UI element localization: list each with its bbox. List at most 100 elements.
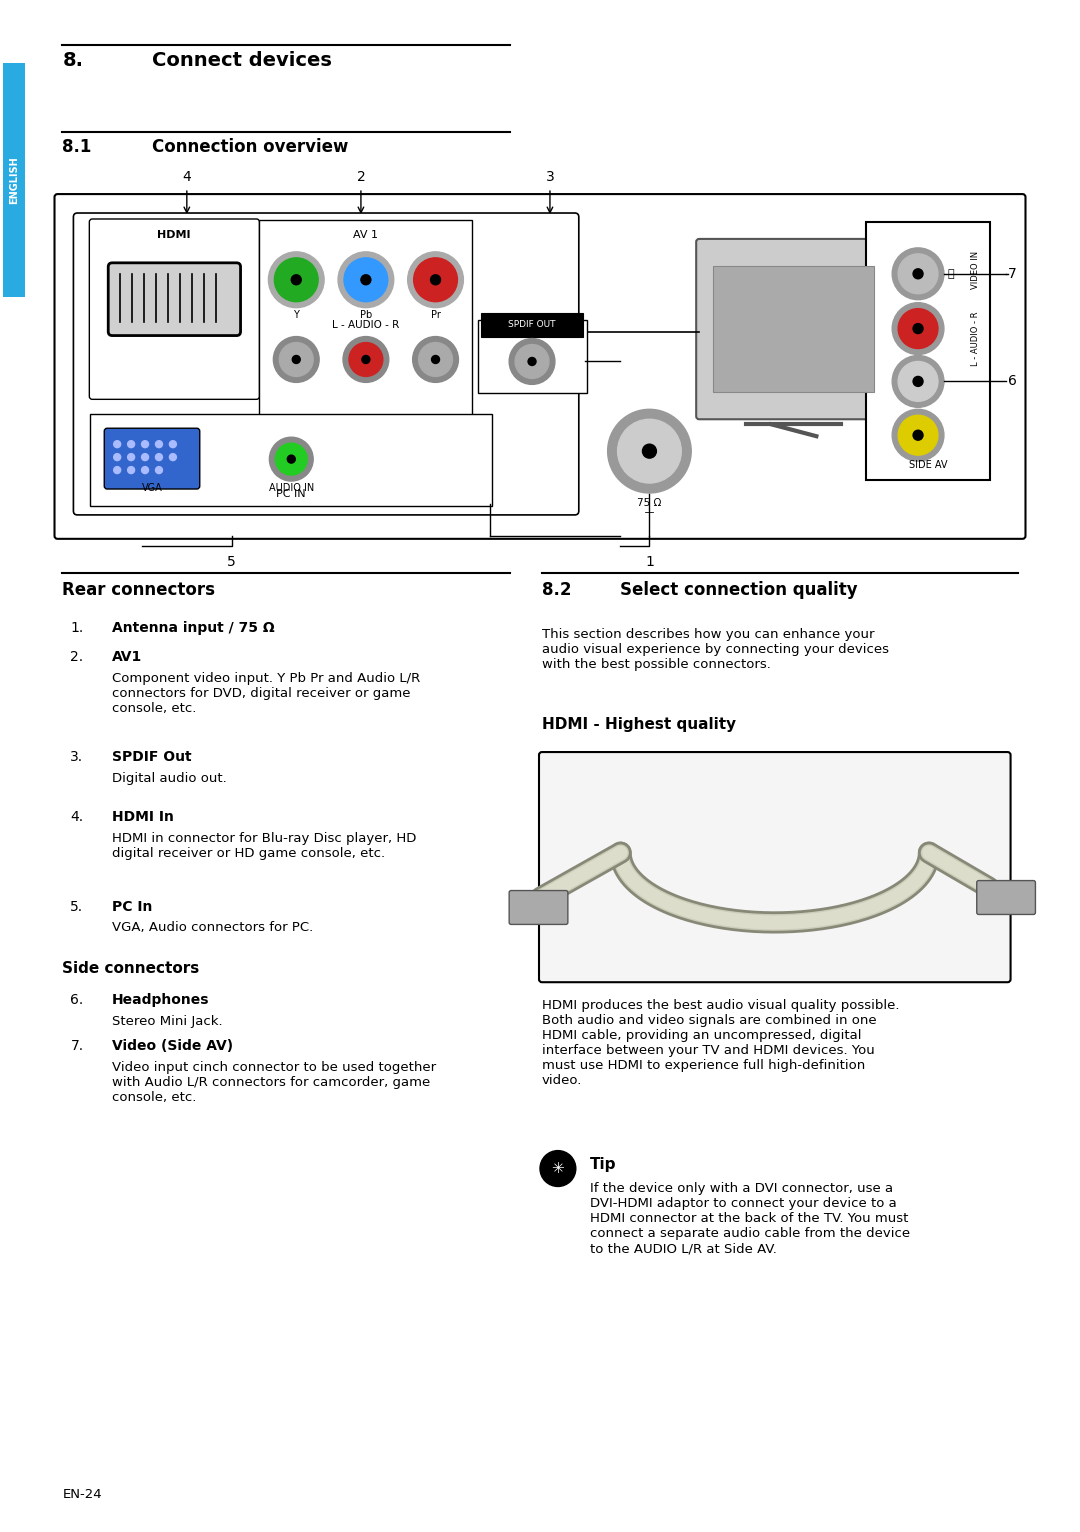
Text: L - AUDIO - R: L - AUDIO - R (333, 320, 400, 329)
FancyBboxPatch shape (73, 213, 579, 515)
Bar (3, 63, 25, 297)
Text: 7.: 7. (70, 1039, 83, 1052)
Text: EN-24: EN-24 (63, 1488, 103, 1501)
Text: 3: 3 (545, 170, 554, 184)
Circle shape (156, 467, 162, 473)
Circle shape (431, 274, 441, 285)
Circle shape (892, 409, 944, 461)
Circle shape (349, 343, 382, 377)
FancyBboxPatch shape (91, 414, 492, 506)
Text: Digital audio out.: Digital audio out. (112, 772, 227, 784)
Circle shape (540, 1151, 576, 1186)
Circle shape (361, 274, 370, 285)
Text: Side connectors: Side connectors (63, 961, 200, 976)
Text: PC IN: PC IN (276, 489, 306, 499)
Text: ✳: ✳ (552, 1161, 564, 1177)
Text: 4.: 4. (70, 810, 83, 824)
Circle shape (899, 362, 937, 401)
Circle shape (515, 345, 549, 378)
FancyBboxPatch shape (539, 752, 1011, 982)
FancyBboxPatch shape (108, 264, 241, 336)
Circle shape (345, 257, 388, 302)
Text: VIDEO IN: VIDEO IN (971, 251, 981, 288)
Circle shape (113, 467, 121, 473)
FancyBboxPatch shape (478, 320, 586, 394)
Text: 1.: 1. (70, 620, 83, 634)
Circle shape (432, 355, 440, 363)
Text: VGA, Audio connectors for PC.: VGA, Audio connectors for PC. (112, 921, 313, 935)
Text: 75 Ω: 75 Ω (637, 498, 662, 509)
Text: 2.: 2. (70, 651, 83, 665)
Circle shape (892, 355, 944, 408)
FancyBboxPatch shape (866, 222, 989, 480)
Text: AV 1: AV 1 (353, 230, 378, 241)
FancyBboxPatch shape (697, 239, 891, 420)
Circle shape (913, 268, 923, 279)
Text: Tip: Tip (590, 1157, 617, 1172)
Circle shape (113, 453, 121, 461)
Text: ⊤: ⊤ (644, 512, 654, 524)
Text: Headphones: Headphones (112, 993, 210, 1007)
Circle shape (899, 254, 937, 294)
Circle shape (141, 441, 149, 447)
Circle shape (113, 441, 121, 447)
Circle shape (156, 453, 162, 461)
FancyBboxPatch shape (90, 219, 259, 400)
Circle shape (407, 251, 463, 308)
Text: HDMI in connector for Blu-ray Disc player, HD
digital receiver or HD game consol: HDMI in connector for Blu-ray Disc playe… (112, 832, 417, 859)
Circle shape (413, 337, 458, 383)
Circle shape (509, 339, 555, 385)
Text: 3.: 3. (70, 751, 83, 764)
Circle shape (608, 409, 691, 493)
Circle shape (127, 441, 135, 447)
Text: VGA: VGA (141, 483, 162, 493)
Text: PC In: PC In (112, 899, 152, 913)
Text: Y: Y (294, 309, 299, 320)
Circle shape (141, 467, 149, 473)
Text: 8.2: 8.2 (542, 581, 571, 599)
Circle shape (127, 453, 135, 461)
Circle shape (280, 343, 313, 377)
Circle shape (892, 248, 944, 300)
Text: 5: 5 (227, 555, 235, 568)
Text: L - AUDIO - R: L - AUDIO - R (971, 311, 981, 366)
Text: 8.1: 8.1 (63, 138, 92, 156)
Text: HDMI In: HDMI In (112, 810, 174, 824)
Text: Pb: Pb (360, 309, 372, 320)
Circle shape (275, 443, 307, 475)
Text: HDMI: HDMI (158, 230, 191, 241)
Circle shape (528, 357, 536, 366)
Text: 6: 6 (1008, 374, 1016, 389)
Text: AV1: AV1 (112, 651, 143, 665)
Text: Component video input. Y Pb Pr and Audio L/R
connectors for DVD, digital receive: Component video input. Y Pb Pr and Audio… (112, 673, 420, 715)
Circle shape (273, 337, 320, 383)
Circle shape (127, 467, 135, 473)
FancyBboxPatch shape (509, 890, 568, 924)
Text: 🎧: 🎧 (948, 268, 955, 279)
Text: SPDIF OUT: SPDIF OUT (509, 320, 556, 329)
Circle shape (913, 430, 923, 440)
Circle shape (292, 274, 301, 285)
Circle shape (899, 415, 937, 455)
Text: Stereo Mini Jack.: Stereo Mini Jack. (112, 1016, 222, 1028)
Circle shape (892, 303, 944, 354)
Circle shape (141, 453, 149, 461)
Text: Pr: Pr (431, 309, 441, 320)
Circle shape (618, 420, 681, 483)
Text: 1: 1 (645, 555, 653, 568)
Circle shape (899, 308, 937, 348)
Circle shape (338, 251, 394, 308)
Text: 2: 2 (356, 170, 365, 184)
Circle shape (170, 441, 176, 447)
Text: 7: 7 (1008, 267, 1016, 280)
Circle shape (287, 455, 295, 463)
Text: Rear connectors: Rear connectors (63, 581, 216, 599)
Circle shape (414, 257, 458, 302)
Circle shape (343, 337, 389, 383)
Text: AUDIO IN: AUDIO IN (269, 483, 314, 493)
Text: 4: 4 (183, 170, 191, 184)
Text: Video input cinch connector to be used together
with Audio L/R connectors for ca: Video input cinch connector to be used t… (112, 1062, 436, 1105)
Circle shape (362, 355, 369, 363)
Text: HDMI produces the best audio visual quality possible.
Both audio and video signa: HDMI produces the best audio visual qual… (542, 999, 900, 1088)
Text: Video (Side AV): Video (Side AV) (112, 1039, 233, 1052)
